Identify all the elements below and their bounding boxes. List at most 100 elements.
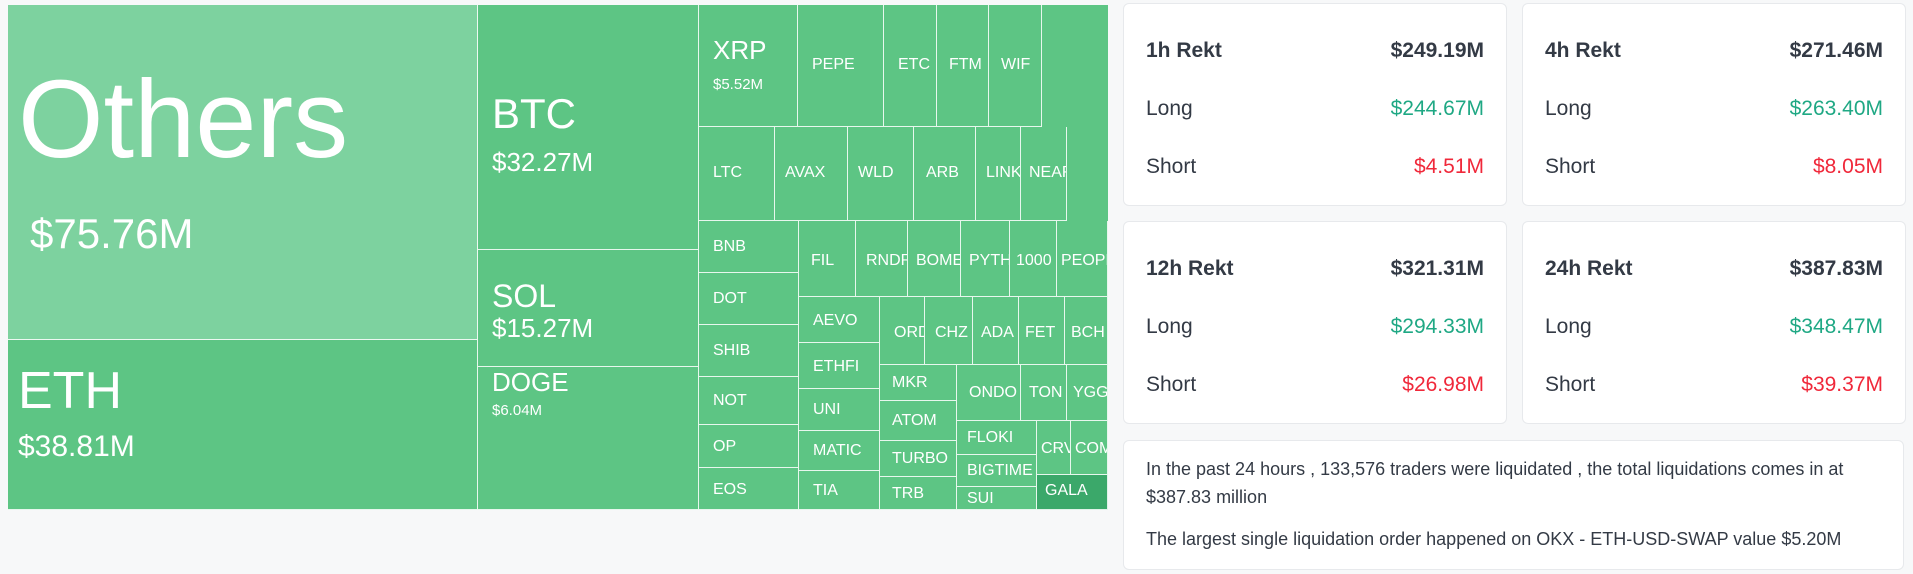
rekt-card-total: $249.19M <box>1390 39 1484 62</box>
treemap-cell-crv[interactable]: CRV <box>1037 421 1071 475</box>
treemap-cell-name: SHIB <box>713 342 751 359</box>
summary-panel: In the past 24 hours , 133,576 traders w… <box>1123 440 1904 570</box>
rekt-card-total: $321.31M <box>1390 257 1484 280</box>
treemap-cell-tia[interactable]: TIA <box>799 471 880 510</box>
long-label: Long <box>1545 315 1592 338</box>
treemap-cell-name: CHZ <box>935 324 968 341</box>
treemap-cell-sui[interactable]: SUI <box>957 487 1037 510</box>
treemap-cell-bch[interactable]: BCH <box>1065 297 1108 365</box>
treemap-cell-ondo[interactable]: ONDO <box>957 365 1021 421</box>
short-value: $39.37M <box>1801 373 1883 396</box>
treemap-cell-trb[interactable]: TRB <box>880 477 957 510</box>
treemap-cell-btc[interactable]: BTC $32.27M <box>478 5 699 250</box>
treemap-cell-turbo[interactable]: TURBO <box>880 441 957 477</box>
treemap-cell-bnb[interactable]: BNB <box>699 221 799 273</box>
rekt-card-total: $271.46M <box>1789 39 1883 62</box>
treemap-cell-value: $75.76M <box>30 210 194 257</box>
treemap-cell-sol[interactable]: SOL $15.27M <box>478 250 699 367</box>
rekt-card-header-row: 4h Rekt $271.46M <box>1545 36 1883 66</box>
treemap-cell-matic[interactable]: MATIC <box>799 431 880 471</box>
long-value: $348.47M <box>1789 315 1883 338</box>
treemap-cell-eos[interactable]: EOS <box>699 468 799 510</box>
treemap-cell-etc[interactable]: ETC <box>884 5 937 127</box>
summary-total-text: In the past 24 hours , 133,576 traders w… <box>1146 459 1844 507</box>
treemap-cell-eth[interactable]: ETH $38.81M <box>8 340 478 510</box>
treemap-cell-ethfi[interactable]: ETHFI <box>799 343 880 389</box>
treemap-cell-link[interactable]: LINK <box>976 127 1021 221</box>
treemap-cell-name: OP <box>713 438 737 455</box>
treemap-cell-doge[interactable]: DOGE $6.04M <box>478 367 699 510</box>
short-label: Short <box>1545 155 1596 178</box>
treemap-cell-value: $15.27M <box>492 313 594 343</box>
treemap-cell-name: BIGTIME <box>967 462 1033 479</box>
short-label: Short <box>1146 373 1197 396</box>
treemap-cell-ftm[interactable]: FTM <box>937 5 989 127</box>
treemap-cell-atom[interactable]: ATOM <box>880 401 957 441</box>
treemap-cell-floki[interactable]: FLOKI <box>957 421 1037 455</box>
treemap-cell-pyth[interactable]: PYTH <box>961 221 1010 297</box>
treemap-cell-name: ORDI <box>894 324 924 341</box>
treemap-cell-arb[interactable]: ARB <box>914 127 976 221</box>
treemap-cell-mkr[interactable]: MKR <box>880 365 957 401</box>
short-row: Short $39.37M <box>1545 370 1883 400</box>
treemap-cell-name: LTC <box>713 164 743 181</box>
treemap-cell-name: TURBO <box>892 450 948 467</box>
treemap-cell-name: WLD <box>858 164 894 181</box>
treemap-cell-bigtime[interactable]: BIGTIME <box>957 455 1037 487</box>
treemap-cell-ygg[interactable]: YGG <box>1067 365 1108 421</box>
treemap-cell-chz[interactable]: CHZ <box>925 297 973 365</box>
treemap-cell-name: BOME <box>916 252 961 269</box>
treemap-cell-1000[interactable]: 1000 <box>1010 221 1057 297</box>
treemap-cell-name: TIA <box>813 482 838 499</box>
treemap-cell-dot[interactable]: DOT <box>699 273 799 325</box>
treemap-cell-name: ARB <box>926 164 959 181</box>
treemap-cell-name: AVAX <box>785 164 826 181</box>
long-row: Long $244.67M <box>1146 94 1484 124</box>
treemap-cell-ton[interactable]: TON <box>1021 365 1067 421</box>
treemap-cell-uni[interactable]: UNI <box>799 389 880 431</box>
treemap-cell-name: TON <box>1029 384 1063 401</box>
treemap-cell-name: ONDO <box>969 384 1017 401</box>
treemap-cell-gala[interactable]: GALA <box>1037 475 1108 510</box>
long-label: Long <box>1146 97 1193 120</box>
treemap-cell-name: UNI <box>813 401 841 418</box>
treemap-cell-name: COMP <box>1075 440 1107 457</box>
treemap-cell-not[interactable]: NOT <box>699 377 799 425</box>
treemap-cell-name: TRB <box>892 485 924 502</box>
treemap-cell-name: MATIC <box>813 442 862 459</box>
treemap-cell-wif[interactable]: WIF <box>989 5 1042 127</box>
treemap-cell-bome[interactable]: BOME <box>908 221 961 297</box>
treemap-cell-name: AEVO <box>813 312 858 329</box>
treemap-cell-shib[interactable]: SHIB <box>699 325 799 377</box>
treemap-cell-aevo[interactable]: AEVO <box>799 297 880 343</box>
treemap-cell-pepe[interactable]: PEPE <box>798 5 884 127</box>
treemap-cell-ada[interactable]: ADA <box>973 297 1019 365</box>
treemap-cell-ordi[interactable]: ORDI <box>880 297 925 365</box>
short-row: Short $8.05M <box>1545 152 1883 182</box>
treemap-cell-avax[interactable]: AVAX <box>775 127 848 221</box>
treemap-cell-near[interactable]: NEAR <box>1021 127 1067 221</box>
long-label: Long <box>1545 97 1592 120</box>
treemap-cell-name: ATOM <box>892 412 937 429</box>
treemap-cell-rndr[interactable]: RNDR <box>856 221 908 297</box>
treemap-cell-ltc[interactable]: LTC <box>699 127 775 221</box>
treemap-cell-others[interactable]: Others $75.76M <box>8 5 478 340</box>
treemap-cell-name: 1000 <box>1016 252 1052 269</box>
treemap-cell-xrp[interactable]: XRP $5.52M <box>699 5 798 127</box>
treemap-cell-people[interactable]: PEOPLE <box>1057 221 1108 297</box>
treemap-cell-name: FET <box>1025 324 1056 341</box>
treemap-cell-fet[interactable]: FET <box>1019 297 1065 365</box>
treemap-cell-value: $5.52M <box>713 76 764 93</box>
treemap-cell-wld[interactable]: WLD <box>848 127 914 221</box>
short-value: $26.98M <box>1402 373 1484 396</box>
treemap-cell-name: BNB <box>713 238 746 255</box>
treemap-cell-name: WIF <box>1001 56 1031 73</box>
treemap-cell-name: SOL <box>492 278 557 314</box>
treemap-cell-name: GALA <box>1045 482 1088 499</box>
treemap-cell-name: Others <box>18 58 349 181</box>
treemap-cell-comp[interactable]: COMP <box>1071 421 1108 475</box>
summary-largest-order-text: The largest single liquidation order hap… <box>1146 529 1842 549</box>
treemap-cell-name: PEPE <box>812 56 855 73</box>
treemap-cell-fil[interactable]: FIL <box>799 221 856 297</box>
treemap-cell-op[interactable]: OP <box>699 425 799 468</box>
